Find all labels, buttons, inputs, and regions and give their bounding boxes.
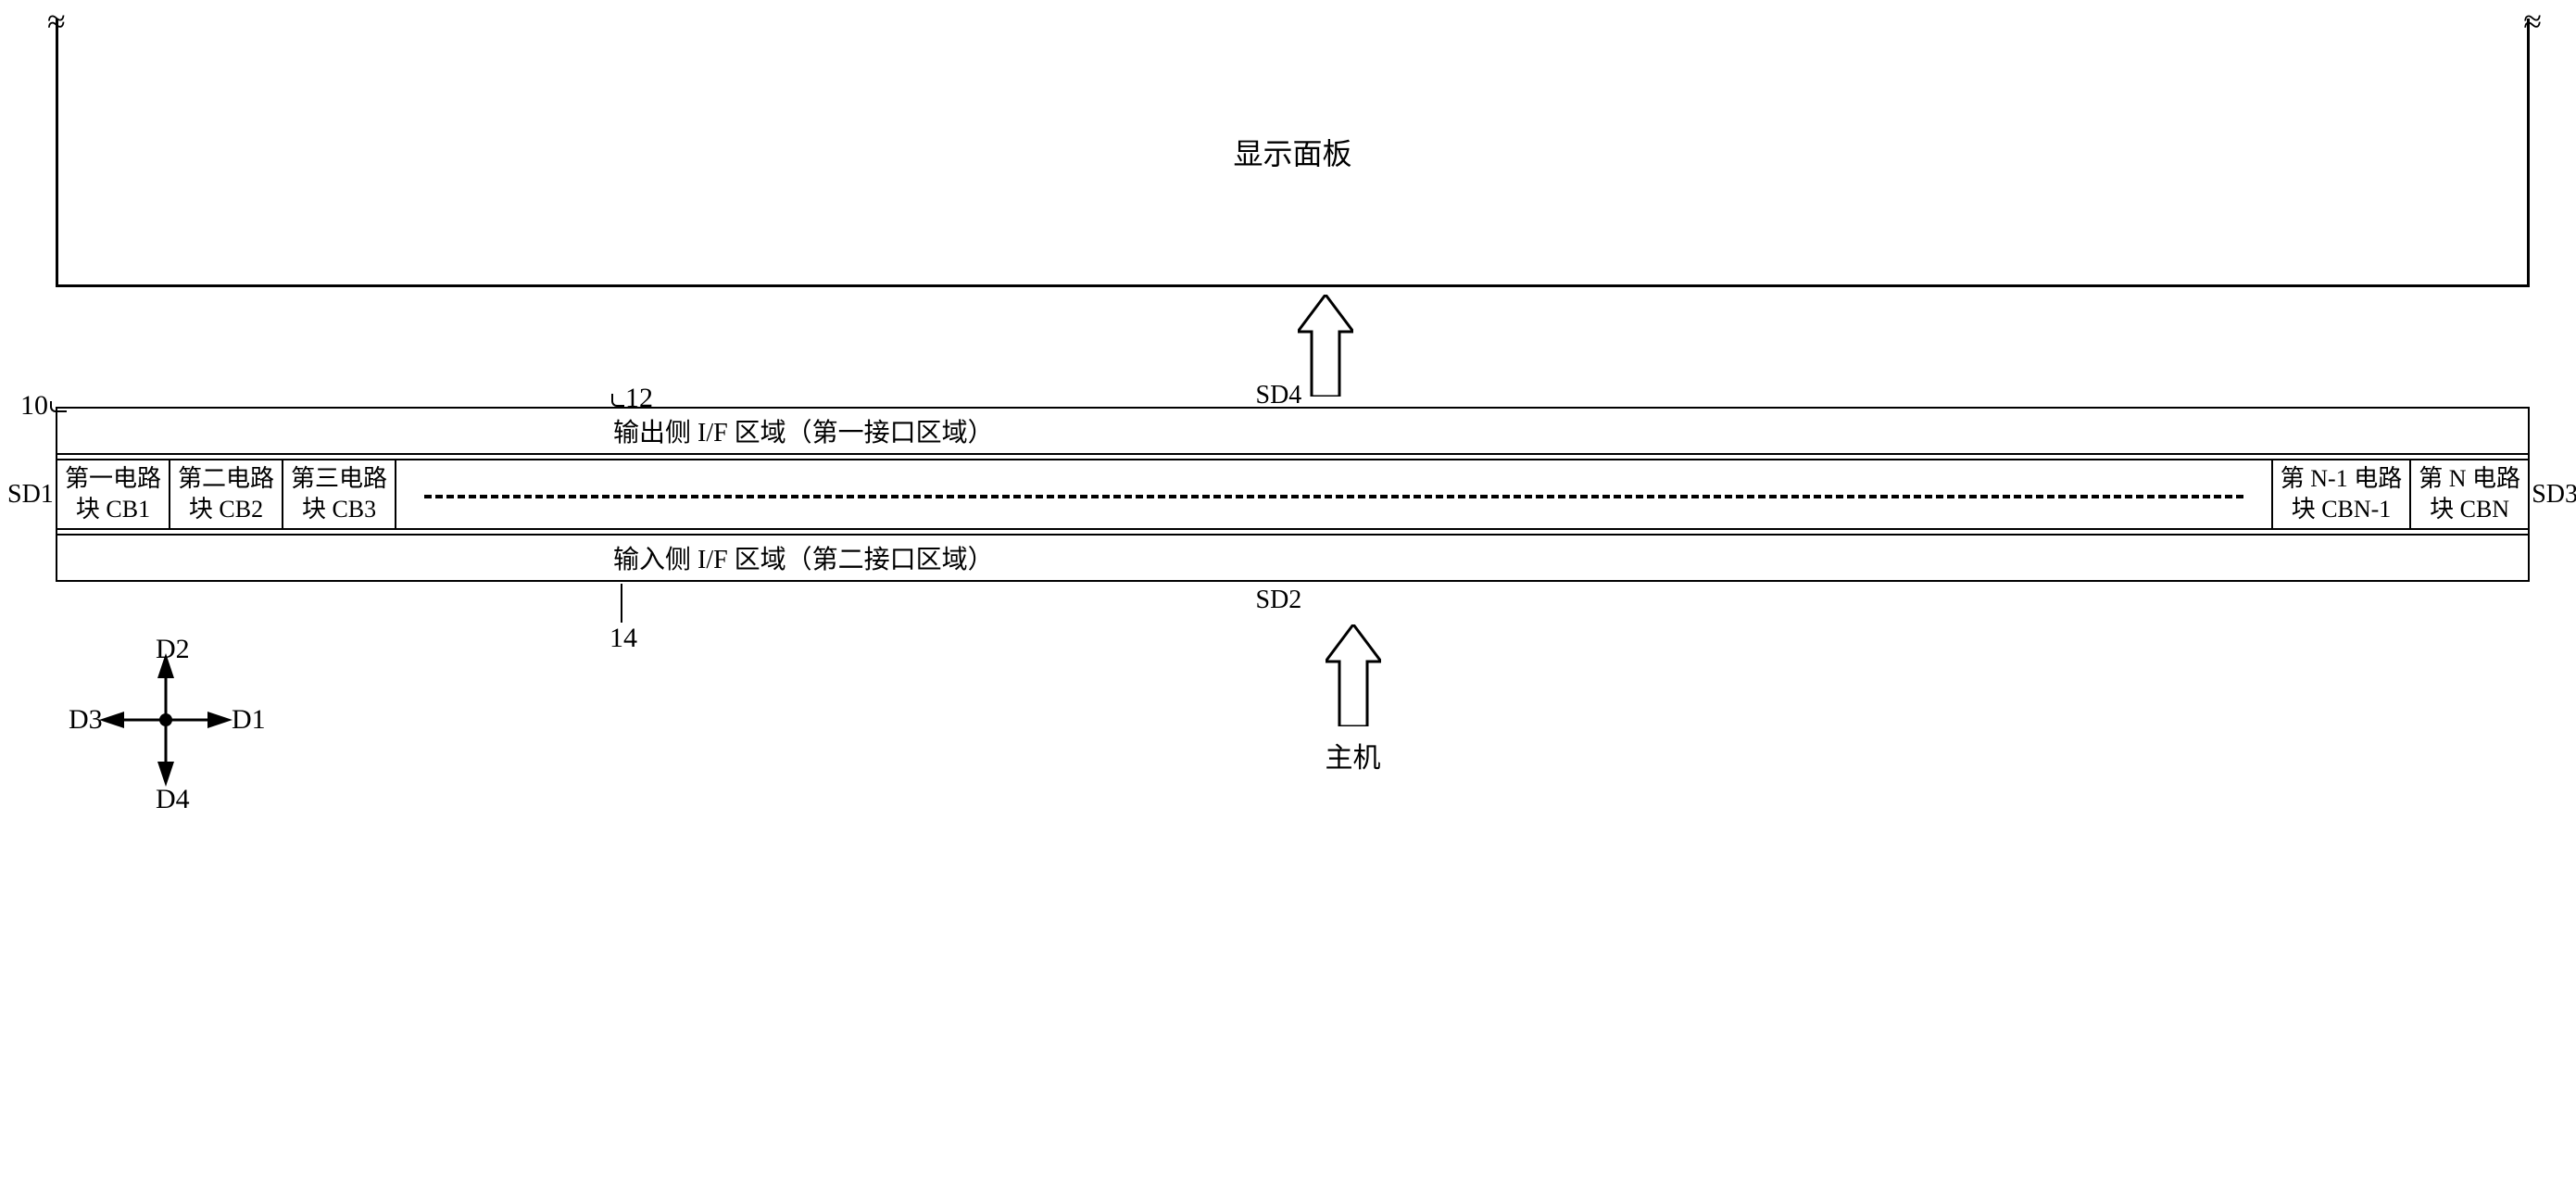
cbn-l2: 块 CBN bbox=[2419, 495, 2520, 525]
ellipsis-dash bbox=[396, 460, 2273, 528]
axes-center-dot-icon bbox=[159, 713, 172, 726]
ref-12: 12 bbox=[625, 383, 653, 414]
display-panel: ≈ 显示面板 ≈ bbox=[56, 19, 2530, 287]
host-label: 主机 bbox=[296, 735, 2409, 775]
circuit-block-n: 第 N 电路 块 CBN bbox=[2411, 460, 2528, 528]
display-panel-label: 显示面板 bbox=[1233, 131, 1351, 173]
ref-10-leader bbox=[50, 401, 67, 412]
input-if-label: 输入侧 I/F 区域（第二接口区域） bbox=[613, 546, 994, 574]
arrow-host-to-chip bbox=[1326, 624, 1381, 731]
cbn1-l1: 第 N-1 电路 bbox=[2281, 464, 2402, 495]
circuit-block-3: 第三电路 块 CB3 bbox=[283, 460, 396, 528]
sd3-label: SD3 bbox=[2532, 480, 2576, 510]
sd2-label: SD2 bbox=[1256, 586, 1302, 615]
sd4-label: SD4 bbox=[1256, 381, 1302, 410]
sd1-label: SD1 bbox=[7, 480, 54, 510]
cb3-l1: 第三电路 bbox=[291, 464, 387, 495]
circuit-blocks-row: 第一电路 块 CB1 第二电路 块 CB2 第三电路 块 CB3 第 N-1 电… bbox=[57, 459, 2528, 530]
circuit-block-n-1: 第 N-1 电路 块 CBN-1 bbox=[2273, 460, 2411, 528]
block-diagram: ≈ 显示面板 ≈ 10 12 SD4 SD1 SD3 SD2 输出侧 I/F 区… bbox=[19, 19, 2557, 804]
arrow-chip-to-panel bbox=[1298, 295, 1353, 401]
cb2-l1: 第二电路 bbox=[178, 464, 274, 495]
cbn1-l2: 块 CBN-1 bbox=[2281, 495, 2402, 525]
cbn-l1: 第 N 电路 bbox=[2419, 464, 2520, 495]
axis-d3: D3 bbox=[69, 704, 103, 736]
chip-outline: 输出侧 I/F 区域（第一接口区域） 第一电路 块 CB1 第二电路 块 CB2… bbox=[56, 407, 2530, 582]
host-section: 主机 bbox=[259, 619, 2372, 775]
input-if-region: 输入侧 I/F 区域（第二接口区域） bbox=[57, 534, 2528, 580]
cb2-l2: 块 CB2 bbox=[178, 495, 274, 525]
break-mark-left: ≈ bbox=[47, 2, 62, 41]
break-mark-right: ≈ bbox=[2523, 2, 2538, 41]
axis-d2: D2 bbox=[156, 634, 190, 665]
axis-d4: D4 bbox=[156, 784, 190, 815]
chip-region: 10 12 SD4 SD1 SD3 SD2 输出侧 I/F 区域（第一接口区域）… bbox=[56, 407, 2530, 582]
axis-d1: D1 bbox=[232, 704, 266, 736]
ref-14-leader bbox=[621, 584, 622, 623]
ref-12-leader bbox=[611, 394, 624, 407]
cb1-l1: 第一电路 bbox=[65, 464, 161, 495]
output-if-label: 输出侧 I/F 区域（第一接口区域） bbox=[613, 419, 994, 448]
direction-axes: D1 D2 D3 D4 bbox=[74, 637, 259, 804]
ref-14: 14 bbox=[609, 623, 637, 654]
circuit-block-1: 第一电路 块 CB1 bbox=[57, 460, 170, 528]
output-if-region: 输出侧 I/F 区域（第一接口区域） bbox=[57, 409, 2528, 455]
cb3-l2: 块 CB3 bbox=[291, 495, 387, 525]
ref-10: 10 bbox=[20, 390, 48, 422]
circuit-block-2: 第二电路 块 CB2 bbox=[170, 460, 283, 528]
cb1-l2: 块 CB1 bbox=[65, 495, 161, 525]
